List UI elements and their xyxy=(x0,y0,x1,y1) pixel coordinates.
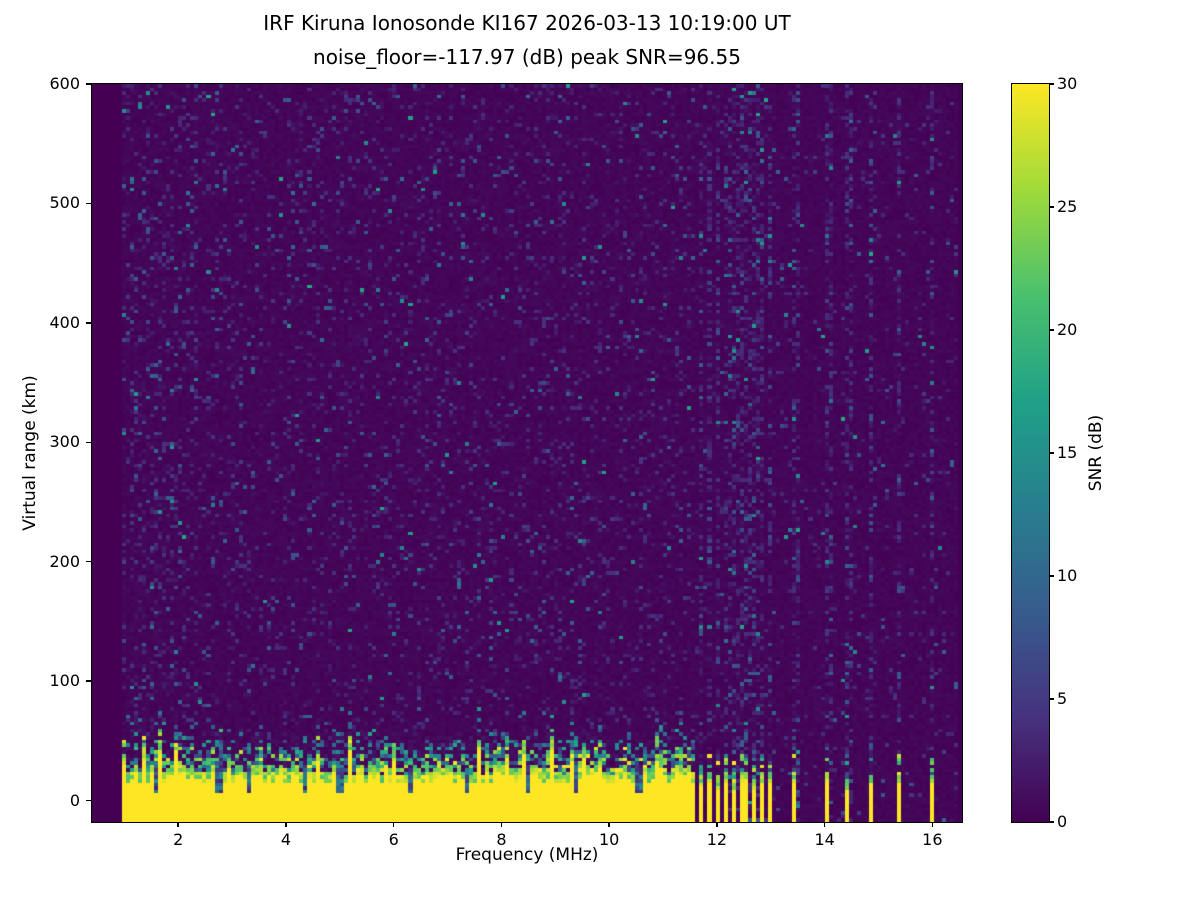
colorbar-tick-label: 25 xyxy=(1057,197,1078,216)
y-tick-label: 300 xyxy=(49,432,80,452)
x-tick-label: 12 xyxy=(706,830,728,849)
plot-area xyxy=(91,83,963,823)
colorbar-tick xyxy=(1049,452,1054,454)
x-tick xyxy=(392,822,395,827)
colorbar-tick xyxy=(1049,575,1054,577)
y-axis-label: Virtual range (km) xyxy=(20,375,40,531)
colorbar-tick xyxy=(1049,206,1054,208)
y-tick-label: 0 xyxy=(69,790,80,810)
colorbar-tick xyxy=(1049,821,1054,823)
x-tick-label: 4 xyxy=(280,830,292,849)
chart-title: IRF Kiruna Ionosonde KI167 2026-03-13 10… xyxy=(263,11,791,35)
x-tick xyxy=(716,822,718,827)
y-tick xyxy=(86,202,91,205)
colorbar-tick-label: 0 xyxy=(1057,812,1068,831)
x-tick-label: 6 xyxy=(388,830,399,849)
x-tick-label: 14 xyxy=(814,830,835,849)
colorbar-tick xyxy=(1049,329,1054,331)
y-tick xyxy=(86,560,91,563)
x-tick-label: 10 xyxy=(598,830,620,849)
colorbar-tick-label: 10 xyxy=(1057,566,1078,585)
y-tick-label: 400 xyxy=(49,312,80,332)
colorbar-tick-label: 5 xyxy=(1057,689,1068,708)
y-tick-label: 500 xyxy=(49,193,80,213)
x-tick xyxy=(823,822,826,827)
y-tick-label: 600 xyxy=(49,74,80,93)
y-tick xyxy=(86,680,91,682)
x-tick xyxy=(608,822,610,827)
colorbar-tick-label: 15 xyxy=(1057,443,1078,462)
colorbar-tick xyxy=(1049,83,1054,85)
x-axis-label: Frequency (MHz) xyxy=(455,845,599,865)
y-tick xyxy=(86,799,91,802)
y-tick-label: 200 xyxy=(49,551,80,571)
colorbar-tick xyxy=(1049,698,1054,700)
x-tick-label: 2 xyxy=(173,830,184,849)
y-tick-label: 100 xyxy=(49,671,80,691)
y-tick xyxy=(86,83,91,85)
x-tick xyxy=(285,822,287,827)
colorbar xyxy=(1011,83,1050,823)
chart-subtitle: noise_floor=-117.97 (dB) peak SNR=96.55 xyxy=(313,45,741,69)
colorbar-tick-label: 30 xyxy=(1057,74,1078,93)
colorbar-tick-label: 20 xyxy=(1057,320,1078,339)
y-tick xyxy=(86,441,91,443)
ionogram-heatmap xyxy=(92,84,962,822)
colorbar-label: SNR (dB) xyxy=(1086,414,1106,492)
x-tick-label: 8 xyxy=(496,830,507,849)
x-tick xyxy=(931,822,934,827)
x-tick-label: 16 xyxy=(922,830,943,849)
x-tick xyxy=(177,822,179,827)
colorbar-gradient xyxy=(1012,84,1049,822)
y-tick xyxy=(86,322,91,324)
x-tick xyxy=(500,822,503,827)
